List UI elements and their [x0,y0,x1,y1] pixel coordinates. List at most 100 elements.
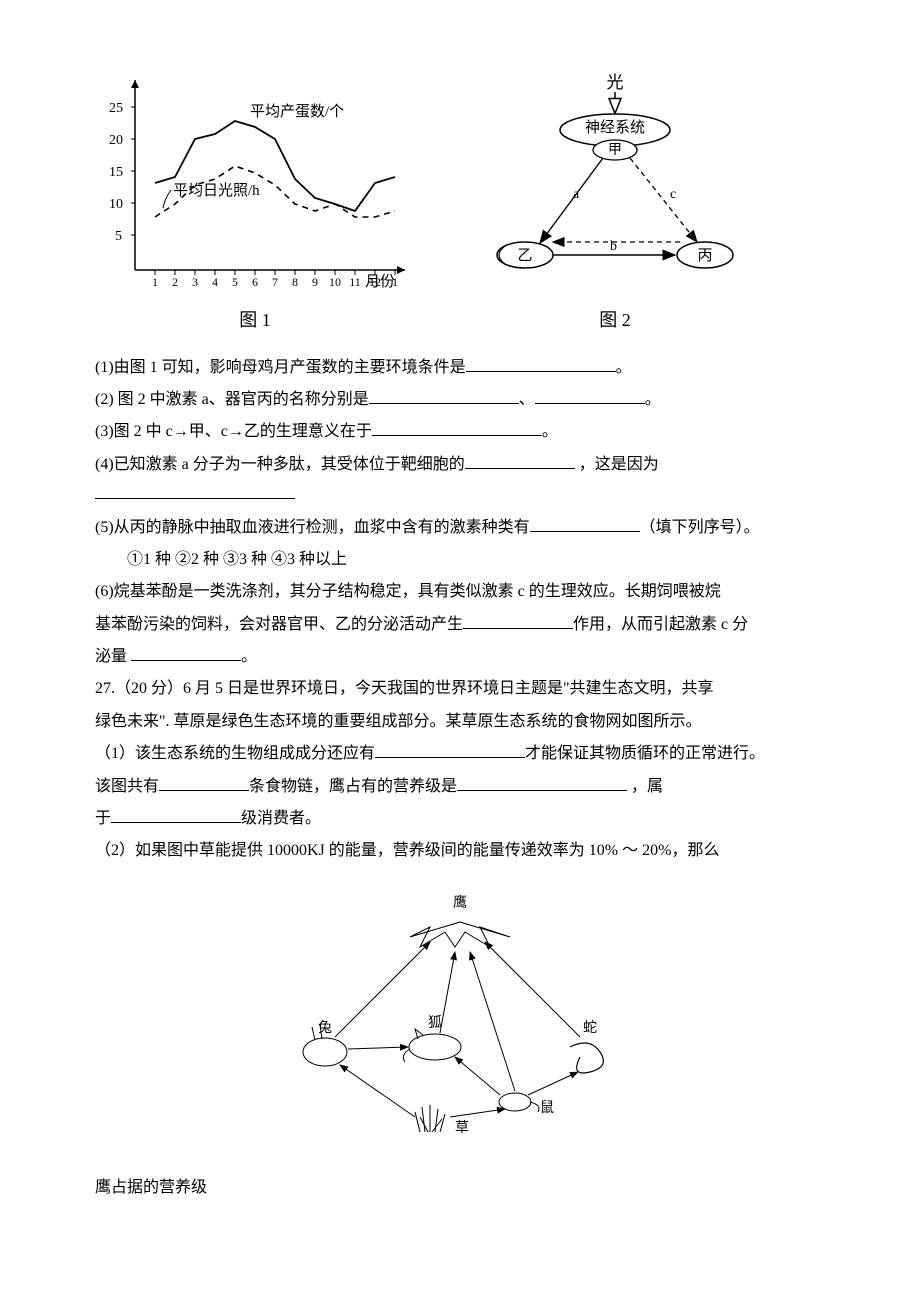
q2-blank1 [369,388,519,404]
svg-text:8: 8 [292,275,298,289]
q5-blank [530,516,640,532]
q2-text: (2) 图 2 中激素 a、器官丙的名称分别是 [95,391,369,408]
food-web-diagram: 鹰 兔 狐 蛇 鼠 草 [270,877,650,1157]
figure2-caption: 图 2 [475,303,755,337]
q27-line2: 绿色未来". 草原是绿色生态环境的重要组成部分。某草原生态系统的食物网如图所示。 [95,707,825,737]
eagle-label: 鹰 [453,895,467,911]
ytick-25: 25 [109,101,123,116]
q1: (1)由图 1 可知，影响母鸡月产蛋数的主要环境条件是。 [95,353,825,383]
series1-label: 平均产蛋数/个 [250,103,344,120]
label-b: b [610,239,617,254]
edge-rabbit-eagle [335,942,430,1037]
svg-text:9: 9 [312,275,318,289]
svg-text:7: 7 [272,275,278,289]
q2-end: 。 [645,391,661,408]
q27-1c-text: 该图共有 [95,778,159,795]
fox-label: 狐 [428,1015,442,1031]
q5b-text: （填下列序号）。 [640,519,760,536]
label-c: c [670,187,676,202]
q6-blank1 [463,613,573,629]
q6b-text: 基苯酚污染的饲料，会对器官甲、乙的分泌活动产生 [95,616,463,633]
figure1-container: 5 10 15 20 25 [95,70,415,338]
q27-line1: 27.（20 分）6 月 5 日是世界环境日，今天我国的世界环境日主题是"共建生… [95,674,825,704]
q3-text: (3)图 2 中 c→甲、c→乙的生理意义在于 [95,423,372,440]
q27-1d-text: 条食物链，鹰占有的营养级是 [249,778,457,795]
q6-line2: 基苯酚污染的饲料，会对器官甲、乙的分泌活动产生 作用，从而引起激素 c 分 [95,610,825,640]
edge-grass-mouse [450,1109,505,1117]
node-light: 光 [607,73,624,92]
node-yi-label: 乙 [517,248,532,264]
edge-jia-bing [630,158,697,242]
q1-blank [466,356,616,372]
node-nervous-label: 神经系统 [585,119,645,136]
q5: (5)从丙的静脉中抽取血液进行检测，血浆中含有的激素种类有 （填下列序号）。 [95,513,825,543]
q2-blank2 [535,388,645,404]
edge-a [540,158,603,243]
figure1-caption: 图 1 [95,303,415,337]
edge-rabbit-fox [348,1047,408,1049]
node-bing-label: 丙 [697,248,712,264]
q6-line3: 泌量 。 [95,642,825,672]
edge-mouse-fox [455,1057,500,1095]
node-eagle: 鹰 [410,895,510,947]
q27-1g-text: 级消费者。 [241,810,321,827]
x-axis-label: 月份 [365,273,395,290]
food-web-container: 鹰 兔 狐 蛇 鼠 草 [95,877,825,1168]
edge-grass-rabbit [340,1065,415,1117]
edge-fox-eagle [440,952,455,1033]
node-fox: 狐 [403,1015,461,1062]
grass-label: 草 [455,1120,469,1136]
q6-end: 。 [241,648,257,665]
figure1-chart: 5 10 15 20 25 [95,70,415,290]
ytick-20: 20 [109,133,123,148]
q27-1-line1: （1）该生态系统的生物组成成分还应有 才能保证其物质循环的正常进行。 [95,739,825,769]
q6-line1: (6)烷基苯酚是一类洗涤剂，其分子结构稳定，具有类似激素 c 的生理效应。长期饲… [95,577,825,607]
edge-mouse-snake [528,1072,578,1095]
q2: (2) 图 2 中激素 a、器官丙的名称分别是、。 [95,385,825,415]
q27-1-blank3 [457,775,627,791]
rabbit-label: 兔 [318,1020,332,1036]
edge-snake-eagle [485,942,580,1037]
q27-1-line2: 该图共有 条食物链，鹰占有的营养级是 ，属 [95,772,825,802]
series2-label: 平均日光照/h [173,182,260,199]
figures-row: 5 10 15 20 25 [95,70,825,338]
q4-text: (4)已知激素 a 分子为一种多肽，其受体位于靶细胞的 [95,456,465,473]
bottom-line: 鹰占据的营养级 [95,1173,825,1203]
q4: (4)已知激素 a 分子为一种多肽，其受体位于靶细胞的 ，这是因为 [95,450,825,511]
q27-1-blank1 [375,742,525,758]
q3-blank [372,420,542,436]
edge-mouse-eagle [470,952,515,1091]
mouse-label: 鼠 [540,1100,554,1116]
q27-1e-text: ，属 [627,778,663,795]
ytick-10: 10 [109,197,123,212]
node-rabbit: 兔 [303,1020,347,1066]
svg-text:2: 2 [172,275,178,289]
node-jia-label: 甲 [608,143,622,158]
snake-label: 蛇 [583,1020,597,1036]
q6-blank2 [131,645,241,661]
q27-1-blank2 [159,775,249,791]
svg-text:11: 11 [349,275,361,289]
q6d-text: 泌量 [95,648,131,665]
q27-1-blank4 [111,807,241,823]
ytick-5: 5 [115,229,122,244]
ytick-15: 15 [109,165,123,180]
svg-text:5: 5 [232,275,238,289]
q27-1-line3: 于 级消费者。 [95,804,825,834]
q4-blank2 [95,483,295,499]
q27-1a-text: （1）该生态系统的生物组成成分还应有 [95,745,375,762]
node-mouse: 鼠 [499,1093,554,1116]
node-snake: 蛇 [570,1020,603,1073]
svg-text:6: 6 [252,275,258,289]
svg-text:3: 3 [192,275,198,289]
q6c-text: 作用，从而引起激素 c 分 [573,616,748,633]
q5a-text: (5)从丙的静脉中抽取血液进行检测，血浆中含有的激素种类有 [95,519,530,536]
q3-end: 。 [542,423,558,440]
figure2-diagram: 光 神经系统 甲 乙 丙 a b c [475,70,755,290]
q27-1f-text: 于 [95,810,111,827]
label-a: a [573,187,580,202]
q27-1b-text: 才能保证其物质循环的正常进行。 [525,745,765,762]
q4-blank1 [465,453,575,469]
q27-2-line1: （2）如果图中草能提供 10000KJ 的能量，营养级间的能量传递效率为 10%… [95,836,825,866]
svg-text:10: 10 [329,275,341,289]
